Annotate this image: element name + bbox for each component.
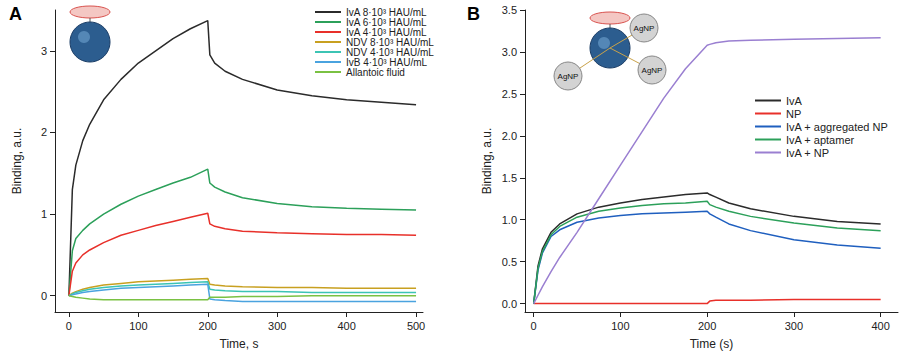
svg-text:NP: NP — [786, 108, 801, 120]
svg-text:2: 2 — [41, 126, 47, 138]
svg-text:400: 400 — [337, 320, 355, 332]
svg-text:IvA + aptamer: IvA + aptamer — [786, 134, 855, 146]
svg-text:0.5: 0.5 — [502, 256, 517, 268]
svg-text:400: 400 — [871, 320, 889, 332]
svg-text:2.5: 2.5 — [502, 88, 517, 100]
svg-text:200: 200 — [698, 320, 716, 332]
svg-text:1.0: 1.0 — [502, 214, 517, 226]
svg-text:Allantoic fluid: Allantoic fluid — [346, 67, 405, 78]
svg-text:0: 0 — [66, 320, 72, 332]
svg-text:IvA + NP: IvA + NP — [786, 147, 829, 159]
svg-text:IvA 8·10³ HAU/mL: IvA 8·10³ HAU/mL — [346, 6, 427, 18]
svg-text:Binding, a.u.: Binding, a.u. — [10, 128, 24, 195]
svg-text:A: A — [9, 4, 22, 24]
svg-text:300: 300 — [268, 320, 286, 332]
svg-text:NDV 4·10³ HAU/mL: NDV 4·10³ HAU/mL — [346, 46, 434, 58]
svg-text:AgNP: AgNP — [558, 72, 579, 81]
svg-text:AgNP: AgNP — [634, 24, 655, 33]
svg-text:300: 300 — [785, 320, 803, 332]
svg-text:1: 1 — [41, 208, 47, 220]
svg-text:200: 200 — [199, 320, 217, 332]
svg-text:IvA: IvA — [786, 95, 803, 107]
svg-text:0: 0 — [41, 290, 47, 302]
svg-text:NDV 8·10³ HAU/mL: NDV 8·10³ HAU/mL — [346, 36, 434, 48]
svg-text:B: B — [467, 4, 480, 24]
svg-text:0.0: 0.0 — [502, 298, 517, 310]
svg-text:IvB 4·10³ HAU/mL: IvB 4·10³ HAU/mL — [346, 56, 428, 68]
svg-text:100: 100 — [129, 320, 147, 332]
svg-text:Time (s): Time (s) — [690, 337, 734, 351]
svg-text:3.0: 3.0 — [502, 46, 517, 58]
svg-text:2.0: 2.0 — [502, 130, 517, 142]
svg-text:AgNP: AgNP — [642, 66, 663, 75]
svg-text:3: 3 — [41, 45, 47, 57]
svg-text:IvA 4·10³ HAU/mL: IvA 4·10³ HAU/mL — [346, 26, 427, 38]
svg-text:100: 100 — [611, 320, 629, 332]
svg-text:500: 500 — [407, 320, 425, 332]
svg-text:1.5: 1.5 — [502, 172, 517, 184]
svg-text:3.5: 3.5 — [502, 4, 517, 16]
svg-text:IvA + aggregated NP: IvA + aggregated NP — [786, 121, 888, 133]
svg-text:IvA 6·10³ HAU/mL: IvA 6·10³ HAU/mL — [346, 16, 427, 28]
svg-text:Binding, a.u.: Binding, a.u. — [480, 128, 494, 195]
svg-text:Time, s: Time, s — [220, 337, 259, 351]
svg-text:0: 0 — [531, 320, 537, 332]
